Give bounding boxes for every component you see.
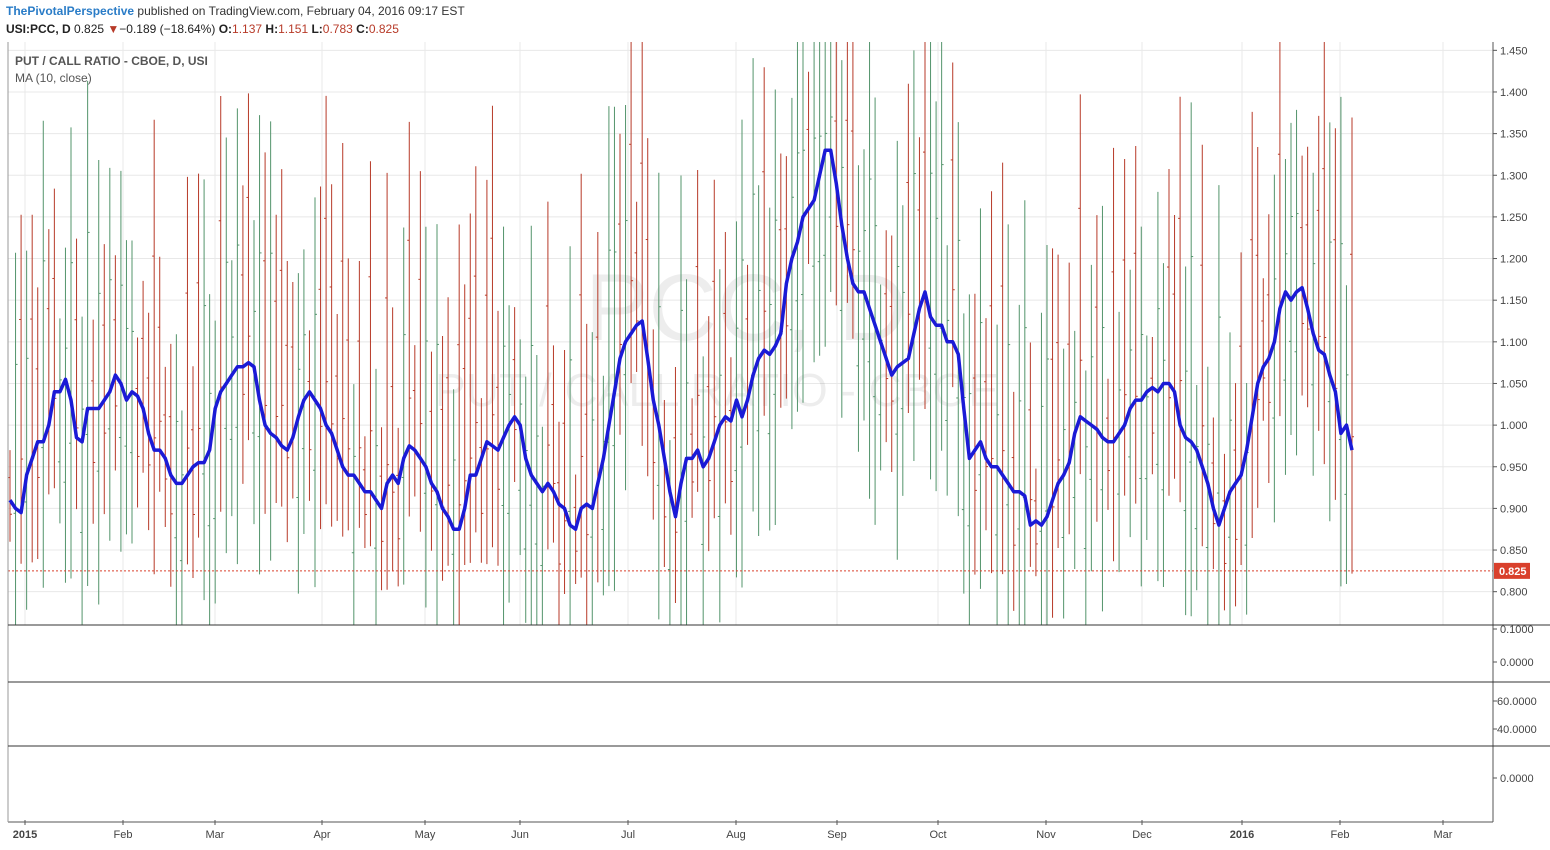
y-tick-label: 1.100 — [1500, 337, 1528, 349]
publication-line: ThePivotalPerspective published on Tradi… — [6, 4, 465, 18]
x-tick-label: Sep — [827, 829, 847, 841]
y-tick-label: 1.250 — [1500, 212, 1528, 224]
y-tick-label: 1.000 — [1500, 420, 1528, 432]
last-price-tag: 0.825 — [1494, 562, 1530, 579]
high-value: 1.151 — [278, 22, 309, 36]
last-price-tag-text: 0.825 — [1499, 566, 1527, 578]
last-price-tag-box — [1494, 562, 1530, 579]
x-tick-label: Feb — [1331, 829, 1350, 841]
pane1-tick-zero: 0.0000 — [1500, 657, 1534, 669]
x-tick-label: Mar — [1434, 829, 1453, 841]
close-value: 0.825 — [368, 22, 399, 36]
x-tick-label: May — [415, 829, 436, 841]
y-tick-label: 0.950 — [1500, 462, 1528, 474]
symbol-info-line: USI:PCC, D 0.825 ▼−0.189 (−18.64%) O:1.1… — [6, 22, 399, 36]
x-tick-label: 2016 — [1230, 829, 1254, 841]
y-tick-label: 1.200 — [1500, 254, 1528, 266]
high-label: H: — [265, 22, 279, 36]
sub-panes: 0.1000 0.0000 60.0000 40.0000 0.0000 — [1497, 624, 1537, 785]
y-tick-label: 0.900 — [1500, 503, 1528, 515]
x-tick-label: Mar — [206, 829, 225, 841]
close-label: C: — [356, 22, 369, 36]
x-tick-label: Oct — [929, 829, 946, 841]
low-label: L: — [311, 22, 323, 36]
price-bars — [8, 42, 1354, 625]
x-tick-label: Jun — [511, 829, 529, 841]
x-tick-label: Nov — [1036, 829, 1056, 841]
x-tick-label: 2015 — [13, 829, 37, 841]
x-tick-label: Feb — [114, 829, 133, 841]
pane3-tick-zero: 0.0000 — [1500, 773, 1534, 785]
y-tick-label: 0.850 — [1500, 545, 1528, 557]
symbol-label: USI:PCC, D — [6, 22, 71, 36]
pane2-tick-40: 40.0000 — [1497, 724, 1537, 736]
open-value: 1.137 — [232, 22, 263, 36]
chart-legend: PUT / CALL RATIO - CBOE, D, USI MA (10, … — [15, 53, 208, 87]
published-text: published on TradingView.com, February 0… — [137, 4, 465, 18]
axes — [7, 42, 1550, 823]
pane2-tick-60: 60.0000 — [1497, 696, 1537, 708]
down-arrow-icon: ▼ — [107, 22, 120, 36]
y-axis-ticks: 1.450 1.400 1.350 1.300 1.250 1.200 1.150 1.100… — [1493, 45, 1528, 599]
y-tick-label: 1.050 — [1500, 378, 1528, 390]
y-tick-label: 1.450 — [1500, 45, 1528, 57]
author-link[interactable]: ThePivotalPerspective — [6, 4, 135, 18]
y-tick-label: 1.400 — [1500, 87, 1528, 99]
x-tick-label: Apr — [313, 829, 330, 841]
open-label: O: — [218, 22, 233, 36]
watermark-name: PUT / CALL RATIO - CBOE — [435, 364, 999, 416]
y-tick-label: 0.800 — [1500, 587, 1528, 599]
x-tick-label: Dec — [1132, 829, 1152, 841]
low-value: 0.783 — [322, 22, 353, 36]
y-tick-label: 1.300 — [1500, 170, 1528, 182]
pane1-tick-top: 0.1000 — [1500, 624, 1534, 636]
y-tick-label: 1.150 — [1500, 295, 1528, 307]
legend-ma: MA (10, close) — [15, 71, 92, 85]
y-tick-label: 1.350 — [1500, 129, 1528, 141]
change-value: −0.189 (−18.64%) — [119, 22, 216, 36]
x-axis-ticks: 2015 Feb Mar Apr May Jun Jul Aug Sep Oct Nov Dec 201… — [13, 820, 1453, 841]
x-tick-label: Jul — [621, 829, 635, 841]
x-tick-label: Aug — [726, 829, 746, 841]
legend-title: PUT / CALL RATIO - CBOE, D, USI — [15, 54, 208, 68]
ma-line[interactable] — [8, 148, 1354, 531]
last-value: 0.825 — [74, 22, 105, 36]
